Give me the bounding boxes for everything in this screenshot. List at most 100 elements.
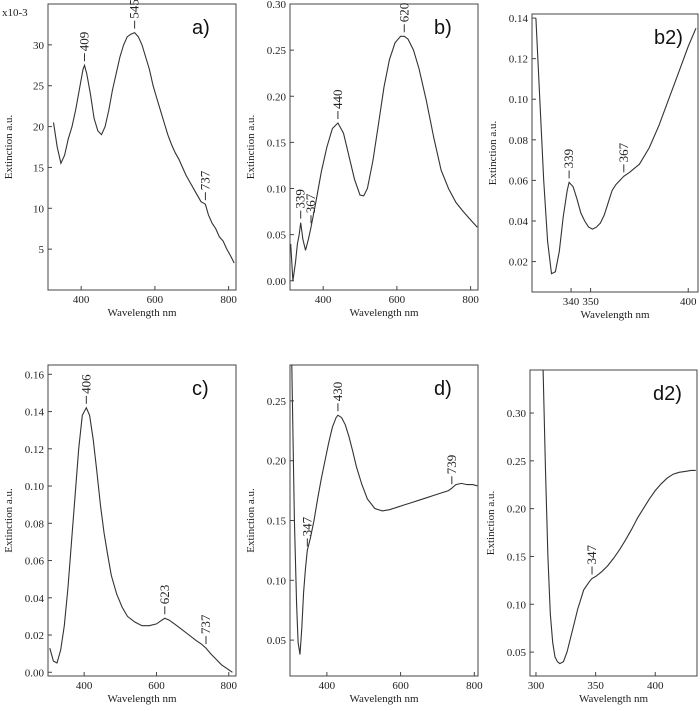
peak-label: 409 (76, 32, 91, 52)
x-tick-label: 800 (221, 680, 238, 692)
y-tick-label: 0.12 (509, 54, 528, 66)
y-tick-label: 0.02 (509, 257, 528, 269)
y-tick-label: 0.06 (25, 556, 45, 568)
panel-d2: 300 350 400 0.05 0.10 0.15 0.20 0.25 0.30 Wavelen… (485, 369, 698, 705)
y-tick-label: 0.14 (509, 13, 529, 25)
x-tick-label: 800 (462, 294, 479, 306)
y-tick-label: 0.06 (509, 175, 529, 187)
panel-label: b) (434, 17, 452, 39)
x-axis-label: Wavelength nm (349, 693, 419, 705)
y-tick-label: 0.12 (25, 444, 44, 456)
y-scale-note: x10-3 (2, 7, 28, 19)
peak-label: 347 (299, 516, 314, 536)
plot-frame (47, 3, 237, 291)
y-tick-label: 0.10 (25, 481, 45, 493)
y-tick-label: 0.05 (267, 635, 287, 647)
peak-label: 367 (303, 193, 318, 213)
peak-label: 367 (616, 142, 631, 162)
peak-label: 737 (197, 170, 212, 190)
x-tick-label: 400 (315, 294, 332, 306)
y-axis-label: Extinction a.u. (487, 121, 499, 186)
panel-label: a) (192, 17, 210, 39)
plot-frame (289, 3, 479, 291)
x-tick-label: 340 (563, 296, 580, 308)
y-tick-label: 0.20 (267, 456, 287, 468)
panel-label: c) (192, 378, 209, 400)
y-tick-label: 0.10 (507, 599, 527, 611)
x-tick-label: 600 (389, 294, 406, 306)
y-tick-label: 0.30 (507, 408, 527, 420)
x-tick-label: 400 (680, 296, 697, 308)
y-tick-label: 0.30 (267, 0, 287, 11)
y-tick-label: 0.10 (267, 575, 287, 587)
series-line-d2 (542, 369, 696, 665)
x-tick-label: 400 (73, 294, 90, 306)
y-tick-label: 0.15 (507, 551, 527, 563)
y-tick-label: 0.05 (507, 647, 527, 659)
peak-label: 737 (198, 614, 213, 634)
y-tick-label: 0.04 (509, 216, 529, 228)
series-line-a (52, 31, 235, 264)
y-tick-label: 0.08 (25, 518, 45, 530)
series-line-d (291, 364, 478, 655)
y-tick-label: 20 (33, 122, 45, 134)
y-tick-label: 0.00 (25, 667, 45, 679)
panel-label: d) (434, 378, 452, 400)
y-tick-label: 0.10 (509, 94, 529, 106)
y-tick-label: 0.20 (267, 91, 287, 103)
panel-a: 400 600 800 5 10 15 20 25 30 Wavelength nm Extinct… (2, 0, 237, 319)
x-axis-label: Wavelength nm (107, 693, 177, 705)
peak-label: 430 (330, 382, 345, 402)
x-tick-label: 300 (528, 680, 545, 692)
x-tick-label: 400 (76, 680, 93, 692)
y-tick-label: 0.02 (25, 630, 44, 642)
x-tick-label: 400 (319, 680, 336, 692)
peak-label: 440 (330, 90, 345, 110)
x-tick-label: 400 (647, 680, 664, 692)
peak-label: 739 (444, 455, 459, 475)
plot-frame (529, 369, 698, 677)
y-tick-label: 0.00 (267, 276, 287, 288)
peak-label: 545 (127, 0, 142, 19)
plot-frame (531, 13, 699, 293)
y-tick-label: 0.20 (507, 504, 527, 516)
peak-label: 623 (157, 585, 172, 605)
x-axis-label: Wavelength nm (579, 693, 649, 705)
y-tick-label: 0.05 (267, 230, 287, 242)
x-tick-label: 600 (147, 294, 164, 306)
y-axis-label: Extinction a.u. (245, 488, 257, 553)
panel-d: 400 600 800 0.05 0.10 0.15 0.20 0.25 Wavelength … (245, 364, 483, 705)
x-axis-label: Wavelength nm (107, 307, 177, 319)
y-tick-label: 30 (33, 40, 45, 52)
y-tick-label: 0.15 (267, 137, 287, 149)
y-tick-label: 0.10 (267, 184, 287, 196)
x-tick-label: 600 (392, 680, 409, 692)
peak-label: 620 (396, 3, 411, 23)
plot-frame (289, 364, 479, 677)
peak-label: 347 (584, 544, 599, 564)
peak-label: 406 (78, 374, 93, 394)
y-tick-label: 0.25 (267, 45, 287, 57)
x-tick-label: 800 (466, 680, 483, 692)
panel-label: b2) (654, 27, 683, 49)
y-axis-label: Extinction a.u. (3, 488, 15, 553)
panel-b: 400 600 800 0.00 0.05 0.10 0.15 0.20 0.25 0.30 Wav… (245, 0, 479, 319)
series-line-b2 (535, 18, 697, 275)
y-axis-label: Extinction a.u. (3, 115, 15, 180)
panel-label: d2) (653, 383, 682, 405)
x-axis-label: Wavelength nm (580, 309, 650, 321)
x-tick-label: 350 (582, 296, 599, 308)
y-tick-label: 15 (33, 162, 45, 174)
peak-label: 339 (293, 189, 308, 209)
y-tick-label: 0.15 (267, 516, 287, 528)
panel-b2: 340 350 400 0.02 0.04 0.06 0.08 0.10 0.12 0.14 Wav… (487, 13, 699, 321)
y-tick-label: 0.14 (25, 407, 45, 419)
series-line-b (290, 35, 478, 281)
panel-c: 400 600 800 0.00 0.02 0.04 0.06 0.08 0.10 0.12 0.1… (3, 364, 238, 705)
y-tick-label: 0.08 (509, 135, 529, 147)
y-tick-label: 0.04 (25, 593, 45, 605)
x-tick-label: 600 (148, 680, 165, 692)
y-tick-label: 25 (33, 81, 45, 93)
y-axis-label: Extinction a.u. (245, 115, 257, 180)
